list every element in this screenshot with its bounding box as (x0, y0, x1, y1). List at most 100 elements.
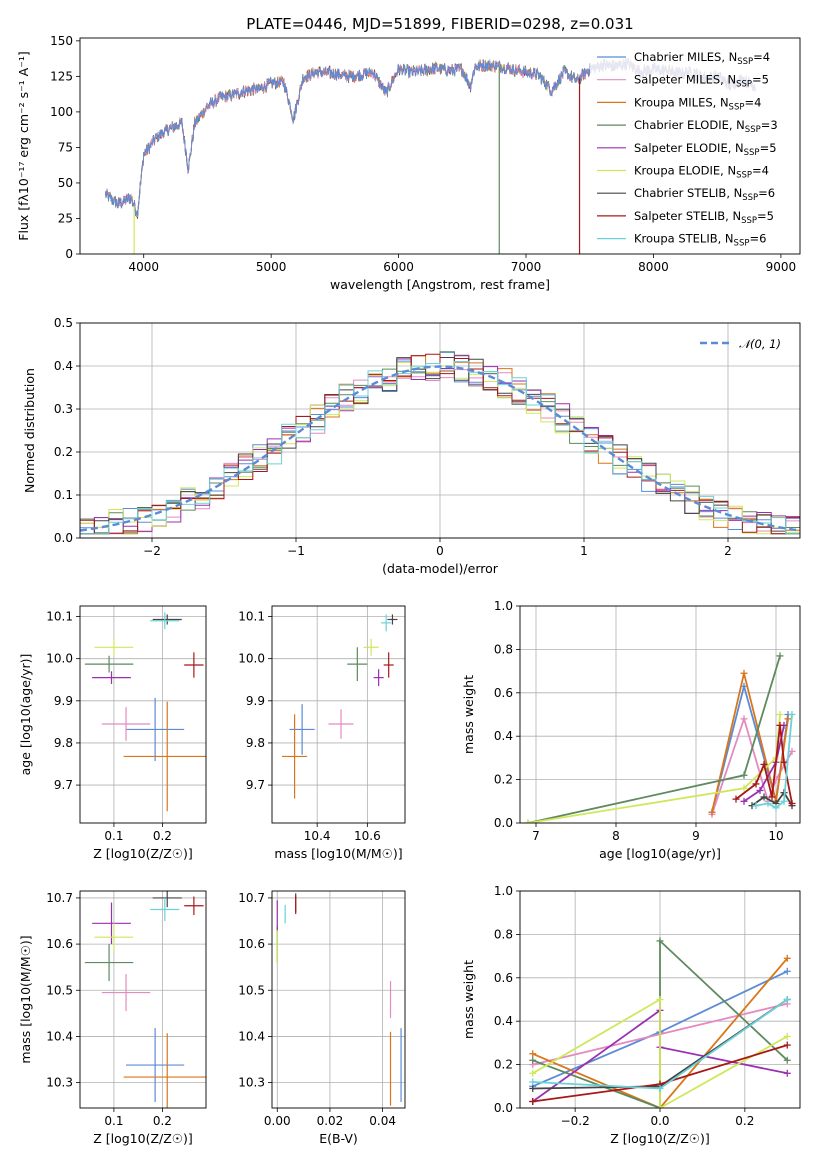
residuals-xtick-label: 2 (724, 544, 732, 558)
spectrum-ytick-label: 75 (58, 140, 73, 154)
mass-weight-vs-Z-xtick-label: 0.0 (650, 1114, 669, 1128)
weight-marker (783, 1032, 791, 1040)
histogram-kroupa-stelib (80, 361, 800, 538)
mass-vs-Z-ytick-label: 10.7 (46, 891, 73, 905)
spectrum-ylabel: Flux [fλ10⁻¹⁷ erg cm⁻² s⁻¹ A⁻¹] (16, 51, 31, 240)
mass-weight-vs-age-ytick-label: 0.2 (494, 773, 513, 787)
weight-marker (656, 1104, 664, 1108)
weight-marker (783, 1056, 791, 1064)
mass-vs-Z-ytick-label: 10.6 (46, 937, 73, 951)
weight-marker (783, 1069, 791, 1077)
weight-marker (740, 715, 748, 723)
weight-marker (783, 954, 791, 962)
mass-weight-vs-Z-ytick-label: 0.0 (494, 1101, 513, 1115)
legend-entry: Chabrier ELODIE, NSSP=3 (634, 118, 778, 135)
errorbar-point (387, 614, 398, 625)
mass-weight-vs-Z-ytick-label: 0.8 (494, 927, 513, 941)
figure-title: PLATE=0446, MJD=51899, FIBERID=0298, z=0… (246, 15, 633, 33)
mass-weight-vs-Z-chart: −0.2 0.0 0.2 0.0 0.2 0.4 0.6 0.8 1.0 Z [log10(Z/Z… (461, 884, 801, 1146)
mass-vs-Z-chart: 0.1 0.2 10.3 10.4 10.5 10.6 10.7 Z [log10(Z/Z☉)… (18, 890, 207, 1146)
weight-marker (740, 797, 748, 805)
mass-weight-vs-age-ytick-label: 1.0 (494, 599, 513, 613)
mass-vs-EBV-chart: 0.00 0.02 0.04 10.3 10.4 10.5 10.6 10.7 E(B-V) (238, 890, 406, 1146)
errorbar-point (184, 896, 204, 916)
errorbar-point (328, 709, 354, 739)
residuals-ylabel: Normed distribution (22, 368, 37, 493)
errorbar-point (152, 891, 182, 908)
residuals-ytick-label: 0.5 (54, 316, 73, 330)
residuals-xtick-label: 1 (580, 544, 588, 558)
mass-vs-EBV-plot-area (276, 893, 402, 1106)
mass-vs-EBV-ytick-label: 10.3 (238, 1076, 265, 1090)
weight-marker (780, 797, 788, 805)
mass-vs-EBV-xlabel: E(B-V) (319, 1131, 358, 1146)
spectrum-ytick-label: 100 (50, 105, 73, 119)
spectrum-xtick-label: 6000 (383, 260, 414, 274)
residuals-ytick-label: 0.0 (54, 531, 73, 545)
mass-vs-EBV-xtick-label: 0.04 (369, 1114, 396, 1128)
weight-marker (760, 793, 768, 801)
age-vs-mass-ytick-label: 9.8 (246, 736, 265, 750)
mass-vs-Z-ylabel: mass [log10(M/M☉)] (18, 935, 33, 1063)
errorbar-point (381, 614, 392, 632)
weight-marker (529, 1069, 537, 1077)
spectrum-plot-area (105, 58, 756, 254)
errorbar-point (150, 612, 180, 630)
residuals-xlabel: (data-model)/error (382, 561, 499, 576)
errorbar-point (373, 669, 384, 687)
age-vs-mass-plot-area (282, 614, 398, 799)
mass-weight-vs-Z-ytick-label: 0.6 (494, 971, 513, 985)
age-vs-Z-ylabel: age [log10(age/yr)] (18, 654, 33, 776)
mass-vs-EBV-xtick-label: 0.00 (264, 1114, 291, 1128)
weight-marker (708, 808, 716, 816)
mass-weight-vs-age-ytick-label: 0.6 (494, 686, 513, 700)
mass-weight-vs-age-xtick-label: 8 (612, 829, 620, 843)
age-vs-mass-xlabel: mass [log10(M/M☉)] (274, 846, 402, 861)
age-vs-mass-chart: 10.4 10.6 9.7 9.8 9.9 10.0 10.1 mass [log10(M/M… (238, 605, 406, 861)
weight-marker (529, 1097, 537, 1105)
spectrum-xtick-label: 4000 (128, 260, 159, 274)
mass-weight-vs-Z-ytick-label: 0.4 (494, 1014, 513, 1028)
weight-marker (764, 799, 772, 807)
weight-marker (524, 819, 532, 823)
errorbar-point (126, 1028, 185, 1102)
age-vs-Z-xlabel: Z [log10(Z/Z☉)] (93, 846, 193, 861)
age-vs-mass-xtick-label: 10.4 (304, 829, 331, 843)
mass-weight-vs-age-xtick-label: 10 (768, 829, 783, 843)
mass-vs-Z-frame (79, 890, 207, 1109)
mass-vs-Z-xtick-label: 0.2 (153, 1114, 172, 1128)
errorbar-point (84, 944, 134, 982)
weight-marker (740, 669, 748, 677)
mass-weight-vs-Z-plot-area (529, 937, 791, 1108)
errorbar-point (94, 638, 134, 656)
age-vs-mass-xtick-label: 10.6 (354, 829, 381, 843)
residuals-ytick-label: 0.1 (54, 488, 73, 502)
weight-marker (740, 784, 748, 792)
mass-weight-vs-age-ytick-label: 0.4 (494, 729, 513, 743)
weight-marker (740, 771, 748, 779)
weight-marker (756, 786, 764, 794)
weight-marker (529, 1050, 537, 1058)
legend-entry: Kroupa ELODIE, NSSP=4 (634, 164, 769, 181)
mass-weight-vs-age-ytick-label: 0.0 (494, 816, 513, 830)
mass-weight-vs-age-ytick-label: 0.8 (494, 642, 513, 656)
spectrum-ytick-label: 50 (58, 176, 73, 190)
weight-marker (772, 804, 780, 812)
mass-weight-vs-Z-xtick-label: 0.2 (735, 1114, 754, 1128)
mass-vs-Z-ytick-label: 10.3 (46, 1076, 73, 1090)
legend-entry: Kroupa STELIB, NSSP=6 (634, 232, 766, 249)
weight-marker (768, 793, 776, 801)
spectrum-frame (79, 37, 801, 255)
weight-marker (783, 1041, 791, 1049)
age-vs-Z-ytick-label: 10.1 (46, 610, 73, 624)
mass-vs-EBV-ytick-label: 10.5 (238, 983, 265, 997)
weight-marker (656, 1084, 664, 1092)
residuals-plot-area (80, 351, 800, 538)
errorbar-point (152, 614, 182, 625)
age-vs-mass-ytick-label: 9.7 (246, 778, 265, 792)
errorbar-point (126, 697, 185, 762)
residuals-ytick-label: 0.2 (54, 445, 73, 459)
legend-entry: Salpeter ELODIE, NSSP=5 (634, 141, 777, 158)
mass-weight-vs-age-xlabel: age [log10(age/yr)] (599, 846, 721, 861)
errorbar-point (101, 974, 151, 1012)
